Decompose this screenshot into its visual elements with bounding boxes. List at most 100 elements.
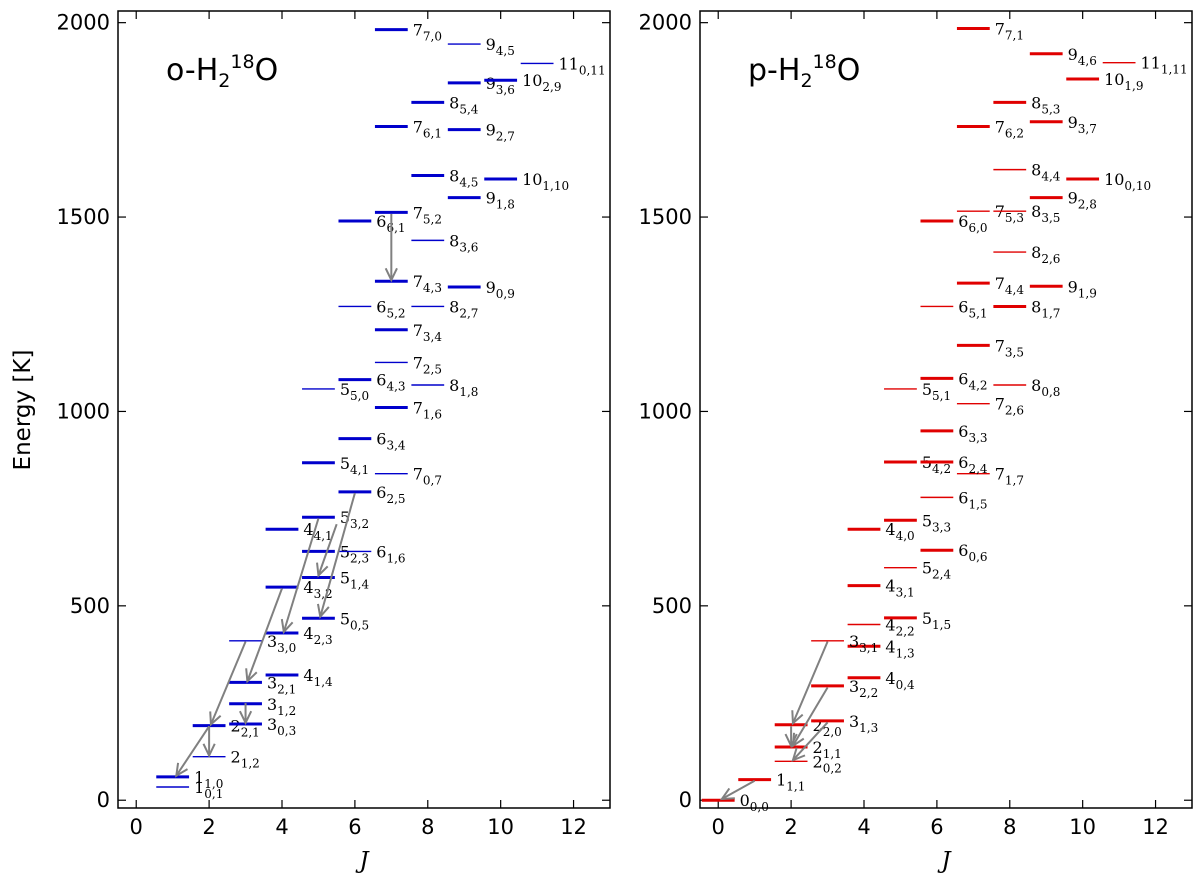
level-label: 70,7 bbox=[413, 465, 442, 488]
level-label: 110,11 bbox=[559, 54, 606, 77]
level-label: 91,9 bbox=[1068, 277, 1097, 300]
level-label: 84,5 bbox=[449, 166, 478, 189]
x-tick-label: 12 bbox=[560, 815, 587, 839]
transition-arrow bbox=[317, 523, 338, 576]
y-tick-label: 2000 bbox=[639, 11, 692, 35]
transition-arrow bbox=[282, 518, 320, 633]
level-label: 75,3 bbox=[995, 202, 1024, 225]
level-label: 101,10 bbox=[522, 170, 569, 193]
level-label: 77,1 bbox=[995, 19, 1024, 42]
x-tick-label: 4 bbox=[857, 815, 870, 839]
x-tick-label: 6 bbox=[930, 815, 943, 839]
level-label: 64,3 bbox=[376, 371, 405, 394]
level-label: 76,2 bbox=[995, 117, 1024, 140]
level-label: 42,2 bbox=[885, 615, 914, 638]
level-label: 92,8 bbox=[1068, 189, 1097, 212]
panel-title: p-H218O bbox=[748, 51, 860, 92]
x-axis-label: J bbox=[355, 848, 370, 874]
energy-levels: 10,111,0 21,2 22,1 30,331,232,1 41,4 33,0 42,3… bbox=[156, 21, 606, 801]
arrow-head bbox=[202, 743, 216, 758]
axis-ticks: 0 2 4 6 8 10 12 0 500 1000 1500 2000 bbox=[57, 11, 610, 839]
title-subscript: 2 bbox=[218, 70, 230, 92]
level-label: 101,9 bbox=[1104, 70, 1143, 93]
arrow-head bbox=[245, 668, 258, 684]
title-atom: O bbox=[255, 53, 279, 88]
level-label: 63,4 bbox=[376, 430, 406, 453]
transition-arrows bbox=[175, 213, 398, 778]
level-label: 64,2 bbox=[958, 369, 987, 392]
level-label: 111,11 bbox=[1141, 54, 1188, 77]
level-label: 83,6 bbox=[449, 231, 478, 254]
title-atom: O bbox=[837, 53, 861, 88]
level-label: 102,9 bbox=[522, 71, 561, 94]
level-label: 83,5 bbox=[1031, 202, 1060, 225]
y-tick-label: 0 bbox=[97, 788, 110, 812]
level-label: 76,1 bbox=[413, 117, 442, 140]
x-tick-label: 8 bbox=[1003, 815, 1016, 839]
level-label: 33,0 bbox=[267, 632, 296, 655]
level-label: 10,1 bbox=[194, 778, 223, 801]
y-tick-label: 500 bbox=[70, 594, 110, 618]
level-label: 44,0 bbox=[885, 520, 914, 543]
title-superscript: 18 bbox=[813, 51, 837, 73]
transition-arrow bbox=[792, 686, 829, 747]
level-label: 85,3 bbox=[1031, 93, 1060, 116]
arrow-head bbox=[791, 710, 804, 726]
plot-frame bbox=[117, 10, 611, 809]
level-label: 40,4 bbox=[885, 669, 915, 692]
arrow-head bbox=[719, 787, 735, 801]
arrow-head bbox=[209, 711, 222, 727]
panel-ortho: Energy [K] J o-H218O 0 2 4 6 8 10 120500100015… bbox=[10, 10, 611, 874]
x-tick-label: 8 bbox=[421, 815, 434, 839]
level-label: 53,3 bbox=[922, 511, 951, 534]
plot-frame bbox=[699, 10, 1193, 809]
arrow-head bbox=[791, 747, 806, 762]
title-subscript: 2 bbox=[800, 70, 812, 92]
level-label: 62,4 bbox=[958, 453, 988, 476]
y-tick-label: 1500 bbox=[639, 205, 692, 229]
axis-ticks: 0 2 4 6 8 10 12 0 500 1000 1500 2000 bbox=[639, 11, 1192, 839]
level-label: 81,7 bbox=[1031, 297, 1060, 320]
level-label: 55,1 bbox=[922, 380, 951, 403]
level-label: 81,8 bbox=[449, 376, 478, 399]
transition-arrow bbox=[792, 641, 829, 724]
level-label: 60,6 bbox=[958, 541, 987, 564]
level-label: 72,6 bbox=[995, 395, 1024, 418]
arrow-head bbox=[316, 603, 330, 619]
x-tick-label: 10 bbox=[487, 815, 514, 839]
y-tick-label: 1000 bbox=[57, 399, 110, 423]
arrow-head bbox=[239, 710, 253, 726]
level-label: 54,2 bbox=[922, 453, 951, 476]
level-label: 63,3 bbox=[958, 422, 987, 445]
level-label: 11,1 bbox=[776, 771, 805, 794]
level-label: 71,7 bbox=[995, 465, 1024, 488]
level-label: 74,4 bbox=[995, 274, 1025, 297]
arrow-head bbox=[384, 267, 398, 283]
level-label: 41,3 bbox=[885, 637, 914, 660]
y-tick-label: 2000 bbox=[57, 11, 110, 35]
level-label: 84,4 bbox=[1031, 161, 1061, 184]
transition-arrow bbox=[246, 587, 283, 682]
level-label: 21,1 bbox=[813, 738, 842, 761]
level-label: 31,2 bbox=[267, 695, 296, 718]
transition-arrow bbox=[210, 641, 247, 725]
level-label: 00,0 bbox=[740, 791, 769, 814]
x-tick-label: 2 bbox=[202, 815, 215, 839]
arrow-head bbox=[280, 618, 294, 635]
arrow-head bbox=[784, 733, 798, 749]
level-label: 80,8 bbox=[1031, 376, 1060, 399]
level-label: 92,7 bbox=[486, 121, 515, 144]
level-label: 21,2 bbox=[231, 748, 260, 771]
level-label: 50,5 bbox=[340, 609, 369, 632]
level-label: 52,3 bbox=[340, 542, 369, 565]
level-label: 72,5 bbox=[413, 353, 442, 376]
panel-title: o-H218O bbox=[166, 51, 278, 92]
level-label: 41,4 bbox=[303, 666, 333, 689]
x-tick-label: 12 bbox=[1142, 815, 1169, 839]
y-axis-label: Energy [K] bbox=[10, 350, 36, 471]
level-label: 62,5 bbox=[376, 483, 405, 506]
transition-arrow bbox=[319, 492, 356, 617]
level-label: 51,5 bbox=[922, 609, 951, 632]
level-label: 93,7 bbox=[1068, 113, 1097, 136]
level-label: 66,0 bbox=[958, 212, 987, 235]
